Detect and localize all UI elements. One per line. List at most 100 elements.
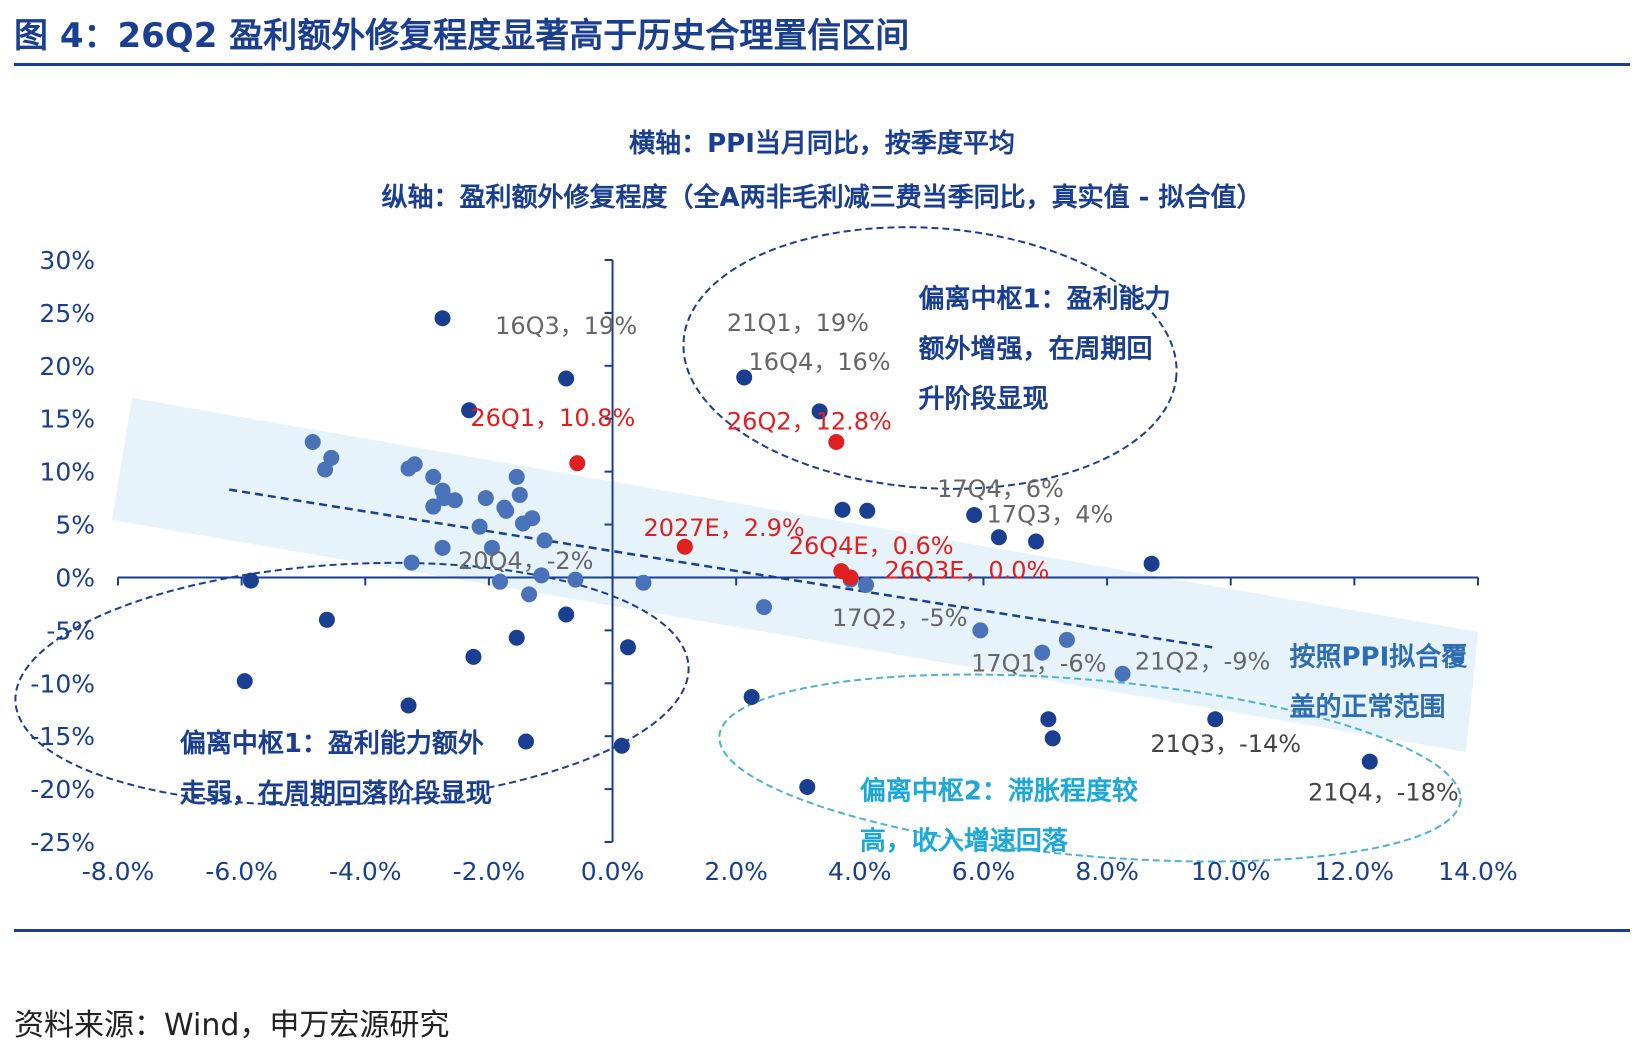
point-label: 26Q1，10.8% (470, 404, 635, 432)
point-label: 21Q4，-18% (1308, 779, 1459, 807)
data-point-highlight (465, 648, 482, 665)
data-point-highlight (1044, 730, 1061, 747)
annotation-text: 走弱，在周期回落阶段显现 (180, 778, 492, 809)
data-point-forecast (828, 434, 845, 451)
data-point-highlight (834, 501, 851, 518)
source-rule (14, 929, 1630, 932)
scatter-chart: 横轴：PPI当月同比，按季度平均纵轴：盈利额外修复程度（全A两非毛利减三费当季同… (14, 128, 1518, 886)
point-label: 17Q4，6% (937, 475, 1064, 503)
data-point-highlight (1361, 753, 1378, 770)
data-point (477, 490, 494, 507)
x-tick-label: 4.0% (828, 857, 892, 886)
data-point-highlight (1207, 711, 1224, 728)
data-point-highlight (558, 370, 575, 387)
lower-deviation-ellipse (14, 561, 690, 807)
data-point (514, 515, 531, 532)
point-label: 20Q4，-2% (458, 547, 593, 575)
x-tick-label: 6.0% (952, 857, 1016, 886)
annotation-text: 高，收入增速回落 (860, 826, 1069, 857)
data-point-highlight (518, 733, 534, 750)
data-point (635, 574, 652, 591)
data-point (403, 554, 420, 571)
annotation-text: 升阶段显现 (919, 384, 1049, 415)
data-point (567, 571, 584, 588)
data-point-highlight (811, 403, 828, 420)
y-tick-label: 5% (55, 511, 95, 540)
data-point (492, 573, 509, 590)
data-point-highlight (508, 629, 525, 646)
point-label: 16Q3，19% (495, 312, 637, 340)
data-point (511, 486, 528, 503)
data-point (1114, 665, 1131, 682)
data-point-highlight (743, 689, 760, 706)
x-tick-label: 10.0% (1191, 857, 1270, 886)
data-point (756, 599, 772, 616)
data-point-highlight (434, 310, 451, 327)
data-point (484, 539, 500, 556)
x-tick-label: 8.0% (1075, 857, 1139, 886)
data-point (317, 461, 334, 478)
x-tick-label: 2.0% (704, 857, 768, 886)
y-tick-label: -20% (30, 775, 95, 804)
data-point-forecast (676, 538, 693, 555)
data-point-highlight (236, 673, 253, 690)
data-point-highlight (859, 502, 876, 519)
data-point (972, 622, 989, 639)
annotation-text: 按照PPI拟合覆 (1289, 641, 1468, 672)
point-label: 17Q2，-5% (832, 604, 967, 632)
data-point-highlight (990, 529, 1007, 546)
point-label: 26Q2，12.8% (727, 407, 892, 435)
data-point (425, 468, 442, 485)
data-point-highlight (620, 639, 636, 656)
data-point (471, 518, 488, 535)
chart-subtitle: 横轴：PPI当月同比，按季度平均 (629, 128, 1015, 159)
y-tick-label: -10% (30, 669, 95, 698)
data-point-highlight (736, 369, 753, 386)
annotation-text: 偏离中枢1：盈利能力额外 (180, 728, 484, 759)
point-label: 21Q2，-9% (1135, 648, 1270, 676)
x-tick-label: -4.0% (329, 857, 402, 886)
data-point-forecast (842, 569, 859, 586)
data-point-highlight (799, 778, 816, 795)
data-point (508, 468, 525, 485)
y-tick-label: 20% (39, 352, 95, 381)
y-tick-label: 0% (55, 563, 95, 592)
annotation-text: 偏离中枢1：盈利能力 (919, 284, 1171, 315)
data-point-highlight (461, 402, 478, 419)
data-point (434, 539, 451, 556)
figure-title: 图 4：26Q2 盈利额外修复程度显著高于历史合理置信区间 (14, 16, 910, 56)
y-tick-label: 25% (39, 299, 95, 328)
x-tick-label: -2.0% (453, 857, 526, 886)
data-point-highlight (400, 697, 417, 714)
x-tick-label: -6.0% (205, 857, 278, 886)
data-point (1034, 644, 1051, 661)
y-tick-label: -5% (46, 616, 95, 645)
data-point (304, 434, 321, 451)
x-tick-label: -8.0% (82, 857, 155, 886)
data-point-highlight (318, 611, 335, 628)
data-point (521, 586, 538, 603)
y-tick-label: -25% (30, 828, 95, 857)
x-tick-label: 12.0% (1315, 857, 1394, 886)
annotation-text: 盖的正常范围 (1289, 691, 1445, 722)
point-label: 21Q1，19% (727, 309, 869, 337)
fitted-trend-line (229, 488, 1213, 649)
data-point-highlight (613, 737, 630, 754)
point-label: 26Q4E，0.6% (789, 532, 954, 560)
y-tick-label: -15% (30, 722, 95, 751)
data-point-forecast (569, 455, 586, 472)
point-label: 17Q1，-6% (971, 650, 1106, 678)
data-point (1058, 631, 1075, 648)
y-tick-label: 10% (39, 458, 95, 487)
data-point (425, 498, 442, 515)
point-label: 21Q3，-14% (1150, 730, 1301, 758)
title-rule (14, 63, 1630, 66)
data-point (858, 576, 874, 593)
data-point (536, 532, 553, 549)
point-label: 2027E，2.9% (643, 514, 804, 542)
data-point (400, 460, 417, 477)
annotation-text: 偏离中枢2：滞胀程度较 (860, 776, 1138, 807)
normal-range-band (112, 398, 1478, 752)
annotation-text: 额外增强，在周期回 (919, 334, 1153, 365)
data-point-highlight (1028, 533, 1044, 550)
